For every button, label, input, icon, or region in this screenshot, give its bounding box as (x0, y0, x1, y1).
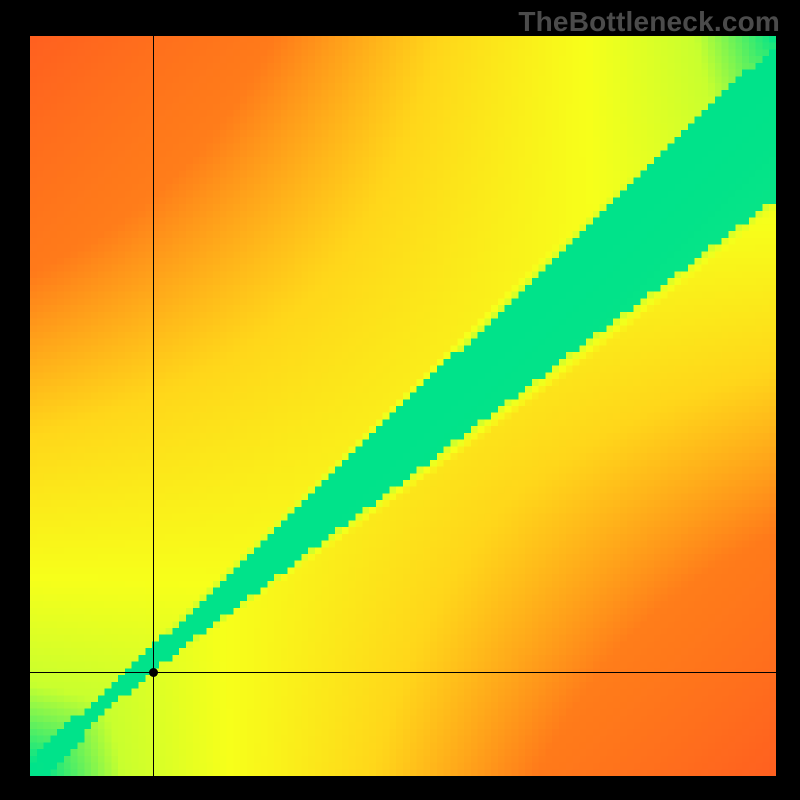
crosshair-horizontal (30, 672, 776, 673)
heatmap-canvas (30, 36, 776, 776)
crosshair-marker (149, 668, 158, 677)
crosshair-vertical (153, 36, 154, 776)
chart-frame: TheBottleneck.com (0, 0, 800, 800)
plot-area (30, 36, 776, 776)
watermark-text: TheBottleneck.com (518, 6, 780, 38)
